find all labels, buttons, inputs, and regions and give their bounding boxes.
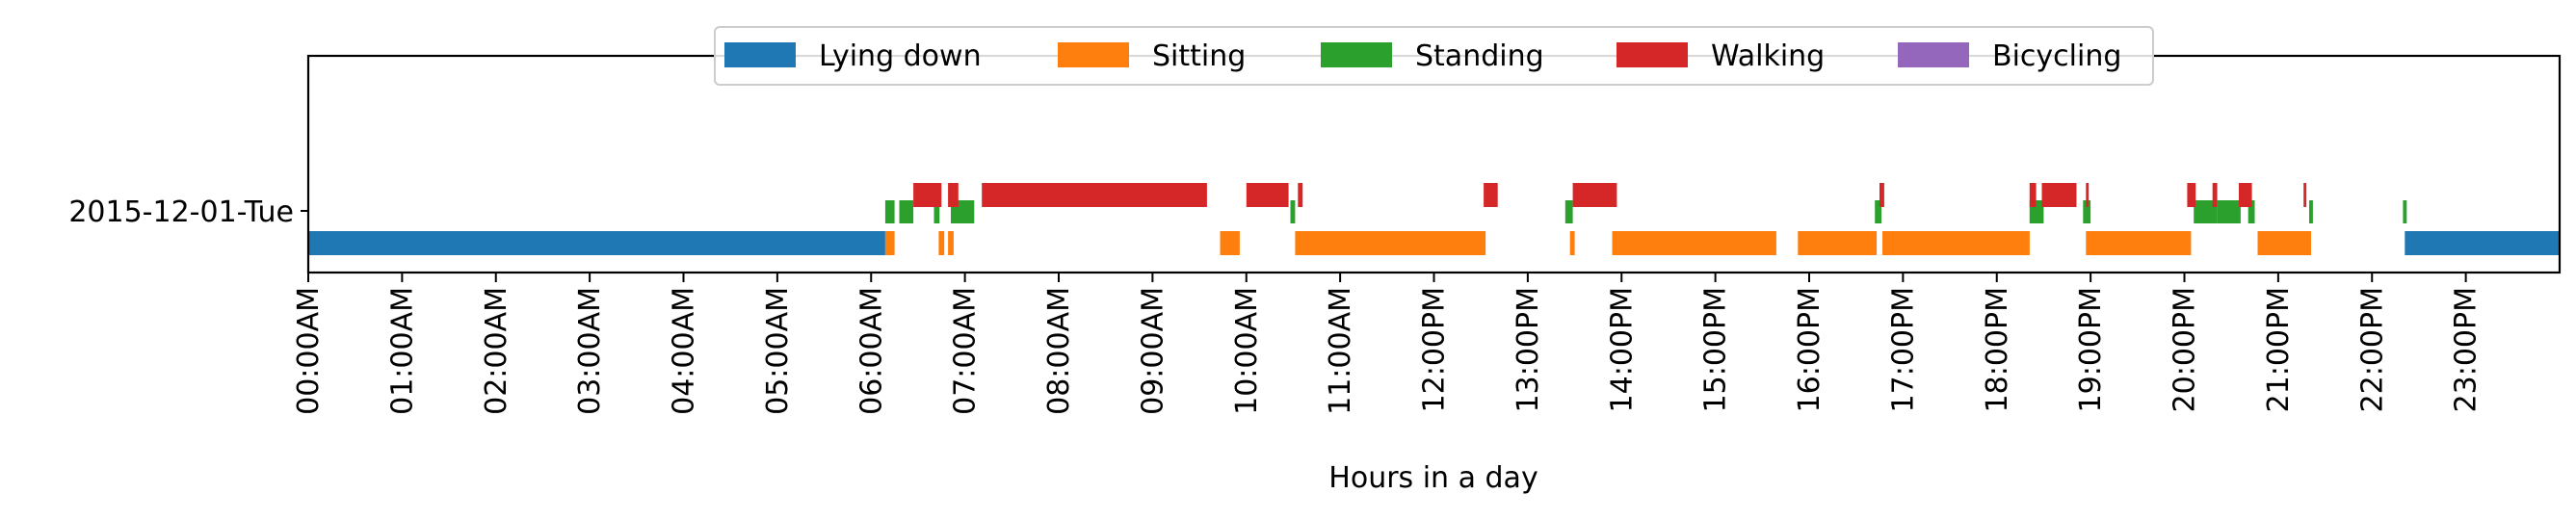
x-tick-label: 06:00AM: [854, 287, 888, 415]
x-tick-label: 23:00PM: [2450, 287, 2484, 412]
legend-label-bicycling: Bicycling: [1992, 39, 2121, 73]
x-tick-label: 11:00AM: [1324, 287, 1357, 415]
walking-segment: [1879, 183, 1884, 207]
x-tick-label: 22:00PM: [2355, 287, 2389, 412]
walking-segment: [913, 183, 942, 207]
standing-segment: [2247, 200, 2255, 223]
standing-segment: [1564, 200, 1573, 223]
x-tick-label: 19:00PM: [2074, 287, 2108, 412]
standing-segment: [2403, 200, 2407, 223]
walking-segment: [2187, 183, 2196, 207]
legend-label-sitting: Sitting: [1152, 39, 1246, 73]
sitting-segment: [1798, 231, 1878, 255]
standing-segment: [1875, 200, 1881, 223]
x-tick-label: 21:00PM: [2262, 287, 2296, 412]
x-tick-label: 08:00AM: [1042, 287, 1076, 415]
legend-swatch-walking: [1617, 42, 1688, 67]
sitting-segment: [1220, 231, 1240, 255]
walking-segment: [2239, 183, 2252, 207]
row-label: 2015-12-01-Tue: [68, 195, 294, 229]
legend-swatch-standing: [1321, 42, 1392, 67]
legend-swatch-lying-down: [724, 42, 796, 67]
sitting-segment: [2257, 231, 2311, 255]
legend: Lying down Sitting Standing Walking Bicyclin…: [714, 26, 2154, 86]
x-tick-label: 00:00AM: [292, 287, 326, 415]
x-tick-label: 13:00PM: [1511, 287, 1545, 412]
legend-label-lying-down: Lying down: [819, 39, 982, 73]
standing-segment: [899, 200, 914, 223]
walking-segment: [1298, 183, 1303, 207]
walking-segment: [2029, 183, 2037, 207]
legend-items: Lying down Sitting Standing Walking Bicyclin…: [724, 39, 2121, 73]
x-tick-label: 02:00AM: [480, 287, 513, 415]
sitting-segment: [938, 231, 945, 255]
sitting-segment: [948, 231, 954, 255]
sitting-segment: [2086, 231, 2192, 255]
walking-segment: [2212, 183, 2218, 207]
x-tick-label: 18:00PM: [1981, 287, 2014, 412]
x-tick-label: 01:00AM: [385, 287, 419, 415]
sitting-segment: [1882, 231, 2030, 255]
walking-segment: [1484, 183, 1498, 207]
x-tick-label: 07:00AM: [949, 287, 983, 415]
sitting-segment: [1295, 231, 1486, 255]
x-tick-label: 14:00PM: [1605, 287, 1639, 412]
legend-label-walking: Walking: [1711, 39, 1825, 73]
x-tick-label: 09:00AM: [1136, 287, 1170, 415]
walking-segment: [948, 183, 959, 207]
x-axis-ticks: 00:00AM 01:00AM 02:00AM 03:00AM 04:00AM 05:00…: [292, 273, 2484, 415]
x-tick-label: 20:00PM: [2169, 287, 2202, 412]
walking-segment: [2086, 183, 2090, 207]
x-axis-title: Hours in a day: [1328, 461, 1538, 495]
legend-box: [714, 26, 2154, 86]
standing-segment: [2309, 200, 2313, 223]
standing-segment: [2083, 200, 2091, 223]
walking-segment: [1246, 183, 1289, 207]
walking-segment: [982, 183, 1207, 207]
walking-segment: [1572, 183, 1617, 207]
x-tick-label: 05:00AM: [761, 287, 795, 415]
sitting-segment: [1569, 231, 1575, 255]
x-tick-label: 04:00AM: [668, 287, 701, 415]
walking-segment: [2041, 183, 2077, 207]
standing-segment: [2217, 200, 2241, 223]
sitting-segment: [1612, 231, 1776, 255]
standing-segment: [933, 200, 940, 223]
lying-down-segment: [308, 231, 885, 255]
activity-bars: [308, 183, 2560, 255]
x-tick-label: 03:00AM: [573, 287, 607, 415]
standing-segment: [884, 200, 895, 223]
x-tick-label: 10:00AM: [1230, 287, 1264, 415]
walking-segment: [2303, 183, 2307, 207]
legend-swatch-bicycling: [1898, 42, 1969, 67]
x-tick-label: 16:00PM: [1793, 287, 1827, 412]
x-tick-label: 17:00PM: [1886, 287, 1920, 412]
standing-segment: [1290, 200, 1296, 223]
legend-label-standing: Standing: [1415, 39, 1544, 73]
legend-swatch-sitting: [1058, 42, 1129, 67]
x-tick-label: 15:00PM: [1699, 287, 1733, 412]
sitting-segment: [884, 231, 895, 255]
x-tick-label: 12:00PM: [1418, 287, 1452, 412]
lying-down-segment: [2405, 231, 2560, 255]
